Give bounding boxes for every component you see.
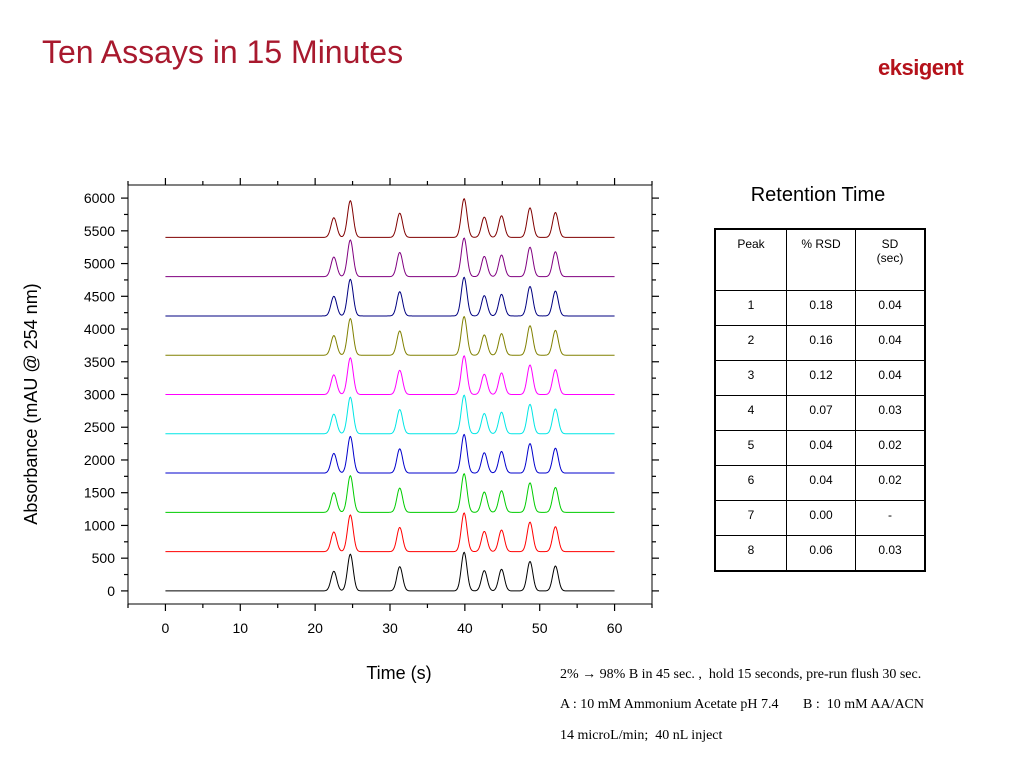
table-cell: 0.02 — [855, 430, 926, 466]
table-cell: 0.16 — [786, 325, 856, 361]
table-row: 8 0.06 0.03 — [714, 535, 926, 572]
table-cell: - — [855, 500, 926, 536]
retention-time-title: Retention Time — [750, 184, 886, 206]
table-cell: 0.04 — [855, 290, 926, 326]
eksigent-logo: eksigent — [878, 55, 964, 80]
header-rsd: % RSD — [786, 228, 856, 291]
y-tick-label: 1500 — [84, 485, 115, 501]
x-tick-label: 0 — [162, 620, 170, 636]
header-sd: SD (sec) — [855, 228, 926, 291]
chromatogram-trace — [165, 276, 615, 317]
table-cell: 0.07 — [786, 395, 856, 431]
table-cell: 0.06 — [786, 535, 856, 572]
x-tick-label: 50 — [532, 620, 548, 636]
table-row: 5 0.04 0.02 — [714, 430, 926, 466]
slide-title: Ten Assays in 15 Minutes — [42, 34, 404, 70]
table-cell: 0.00 — [786, 500, 856, 536]
x-tick-label: 20 — [307, 620, 323, 636]
table-cell: 5 — [714, 430, 787, 466]
y-tick-label: 4500 — [84, 288, 115, 304]
chromatogram-chart: Time (s) Absorbance (mAU @ 254 nm) 0 10 20… — [21, 178, 659, 683]
chromatogram-trace — [165, 473, 615, 513]
y-tick-label: 5000 — [84, 256, 115, 272]
table-row: 4 0.07 0.03 — [714, 395, 926, 431]
y-tick-label: 3500 — [84, 354, 115, 370]
x-tick-label: 30 — [382, 620, 398, 636]
chromatogram-trace — [165, 551, 615, 592]
table-cell: 0.03 — [855, 535, 926, 572]
table-cell: 3 — [714, 360, 787, 396]
y-tick-label: 2500 — [84, 419, 115, 435]
table-cell: 0.04 — [786, 430, 856, 466]
table-header-row: Peak % RSD SD (sec) — [714, 228, 926, 291]
table-cell: 0.03 — [855, 395, 926, 431]
table-cell: 8 — [714, 535, 787, 572]
x-tick-label: 60 — [607, 620, 623, 636]
table-row: 3 0.12 0.04 — [714, 360, 926, 396]
retention-time-table: Peak % RSD SD (sec) 1 0.18 0.04 2 0.16 0.04 3 0… — [714, 228, 926, 572]
y-axis-label: Absorbance (mAU @ 254 nm) — [21, 283, 41, 524]
table-cell: 7 — [714, 500, 787, 536]
y-tick-label: 1000 — [84, 517, 115, 533]
table-row: 1 0.18 0.04 — [714, 290, 926, 326]
y-tick-label: 6000 — [84, 190, 115, 206]
condition-mobile-phase: A : 10 mM Ammonium Acetate pH 7.4 B : 10… — [560, 697, 925, 712]
header-peak: Peak — [714, 228, 787, 291]
x-axis-label: Time (s) — [366, 663, 431, 683]
chromatogram-trace — [165, 433, 615, 474]
x-tick-label: 40 — [457, 620, 473, 636]
y-tick-label: 4000 — [84, 321, 115, 337]
table-cell: 0.04 — [855, 325, 926, 361]
table-cell: 4 — [714, 395, 787, 431]
y-tick-label: 5500 — [84, 223, 115, 239]
table-cell: 0.02 — [855, 465, 926, 501]
chromatogram-trace — [165, 512, 615, 553]
x-tick-label: 10 — [232, 620, 248, 636]
table-cell: 0.04 — [855, 360, 926, 396]
table-cell: 1 — [714, 290, 787, 326]
table-row: 6 0.04 0.02 — [714, 465, 926, 501]
table-row: 2 0.16 0.04 — [714, 325, 926, 361]
y-tick-label: 500 — [92, 550, 116, 566]
table-cell: 0.12 — [786, 360, 856, 396]
chromatogram-trace — [165, 394, 615, 435]
condition-gradient: 2% → 98% B in 45 sec. , hold 15 seconds,… — [560, 667, 922, 682]
condition-flow-inject: 14 microL/min; 40 nL inject — [560, 728, 723, 743]
chromatogram-trace — [165, 355, 615, 395]
y-tick-label: 2000 — [84, 452, 115, 468]
chromatogram-trace — [165, 198, 615, 238]
table-cell: 2 — [714, 325, 787, 361]
chromatogram-trace — [165, 315, 615, 356]
y-tick-label: 0 — [107, 583, 115, 599]
table-cell: 0.18 — [786, 290, 856, 326]
table-cell: 0.04 — [786, 465, 856, 501]
table-row: 7 0.00- — [714, 500, 926, 536]
table-cell: 6 — [714, 465, 787, 501]
chromatogram-trace — [165, 237, 615, 278]
y-tick-label: 3000 — [84, 387, 115, 403]
